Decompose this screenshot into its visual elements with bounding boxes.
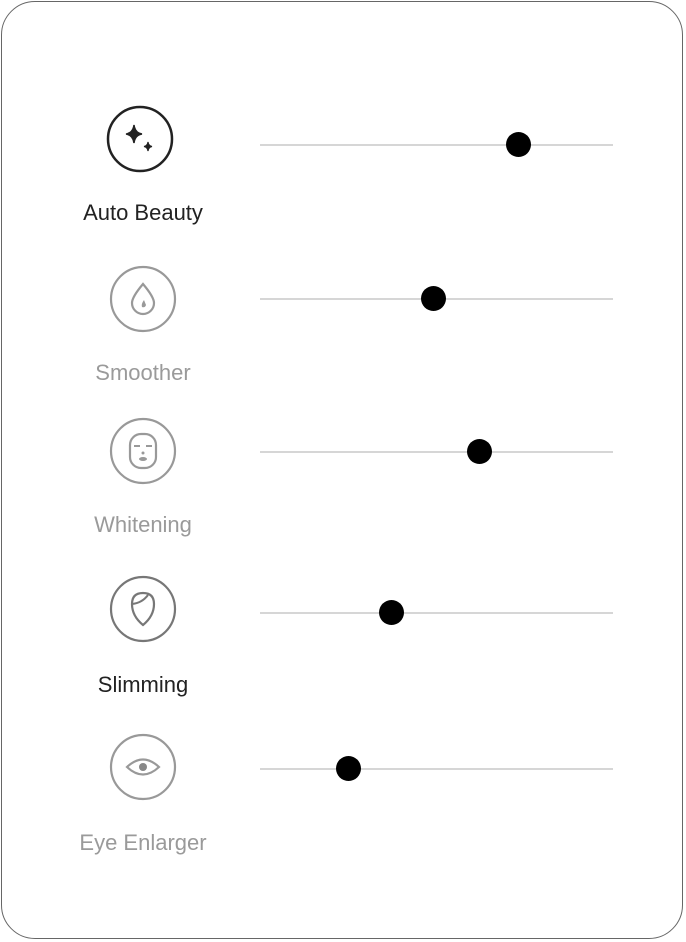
slider-thumb[interactable] <box>420 286 446 311</box>
droplet-icon[interactable] <box>108 264 178 334</box>
label-eye-enlarger: Eye Enlarger <box>79 830 207 855</box>
slider-slimming[interactable] <box>260 600 613 625</box>
slider-whitening[interactable] <box>260 439 613 464</box>
slider-thumb[interactable] <box>336 756 362 781</box>
sparkles-icon[interactable] <box>105 104 175 174</box>
row-auto-beauty: Auto Beauty <box>2 2 686 225</box>
face-outline-icon[interactable] <box>108 574 178 644</box>
slider-thumb[interactable] <box>505 132 531 157</box>
face-mask-icon[interactable] <box>108 416 178 486</box>
slider-eye-enlarger[interactable] <box>260 756 613 781</box>
row-whitening: Whitening <box>2 2 686 537</box>
label-slimming: Slimming <box>97 672 189 697</box>
slider-auto-beauty[interactable] <box>260 132 613 157</box>
slider-thumb[interactable] <box>466 439 492 464</box>
label-auto-beauty: Auto Beauty <box>83 200 203 225</box>
slider-thumb[interactable] <box>378 600 404 625</box>
row-smoother: Smoother <box>2 2 686 385</box>
eye-icon[interactable] <box>108 732 178 802</box>
label-whitening: Whitening <box>94 512 192 537</box>
row-slimming: Slimming <box>2 2 686 697</box>
slider-smoother[interactable] <box>260 286 613 311</box>
label-smoother: Smoother <box>95 360 191 385</box>
row-eye-enlarger: Eye Enlarger <box>2 2 686 855</box>
